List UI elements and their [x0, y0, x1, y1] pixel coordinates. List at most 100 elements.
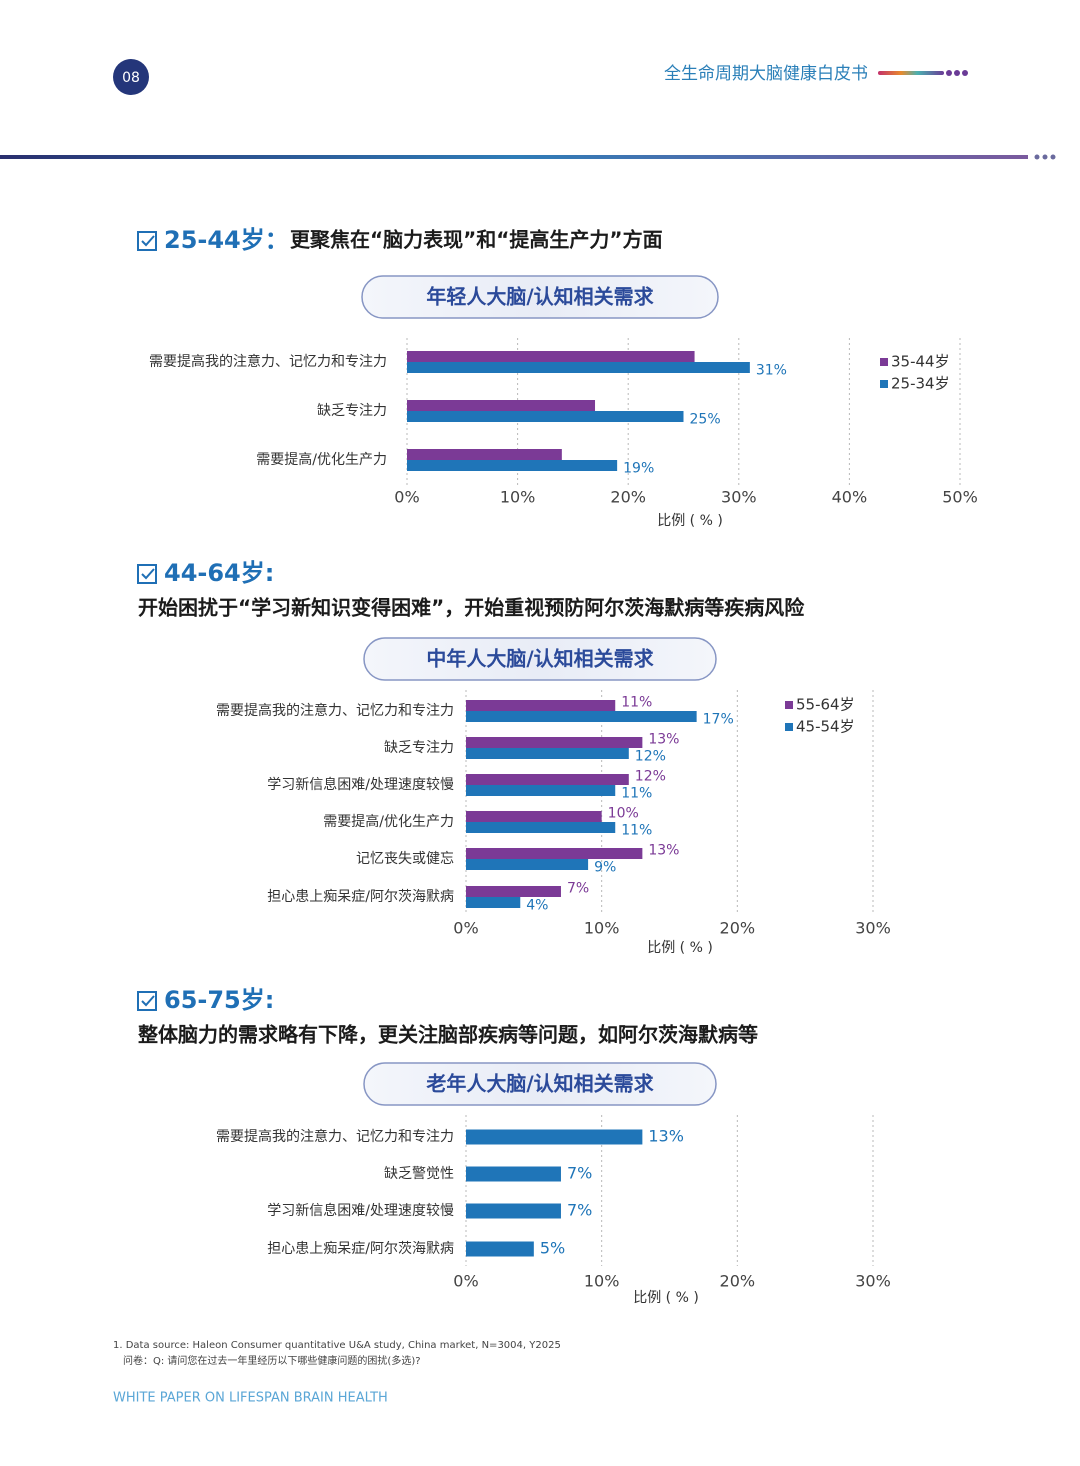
value-label: 12%: [635, 749, 666, 765]
bar: [466, 848, 643, 859]
value-label: 31%: [756, 363, 787, 379]
category-label: 记忆丧失或健忘: [356, 851, 454, 867]
chart-title: 年轻人大脑/认知相关需求: [426, 285, 654, 309]
bar: [466, 897, 521, 908]
footnote: 问卷：Q: 请问您在过去一年里经历以下哪些健康问题的困扰(多选)?: [123, 1354, 421, 1367]
value-label: 4%: [526, 898, 548, 914]
x-tick-label: 0%: [453, 919, 478, 938]
legend-swatch: [880, 380, 888, 388]
bar: [466, 785, 616, 796]
x-axis-label: 比例 ( % ): [633, 1290, 699, 1306]
bar: [466, 822, 616, 833]
bar: [466, 774, 629, 785]
bar: [466, 748, 629, 759]
legend-label: 55-64岁: [796, 696, 855, 714]
category-label: 缺乏警觉性: [384, 1166, 454, 1182]
category-label: 担心患上痴呆症/阿尔茨海默病: [267, 889, 454, 905]
section-age: 25-44岁：: [164, 226, 289, 254]
legend-swatch: [785, 701, 793, 709]
category-label: 需要提高/优化生产力: [256, 451, 387, 468]
value-label: 10%: [608, 806, 639, 822]
category-label: 担心患上痴呆症/阿尔茨海默病: [267, 1241, 454, 1257]
value-label: 13%: [648, 1127, 684, 1146]
bar: [407, 400, 596, 411]
x-tick-label: 10%: [500, 488, 536, 507]
value-label: 7%: [567, 1164, 592, 1183]
section-age: 44-64岁:: [164, 559, 274, 587]
bar: [466, 859, 589, 870]
category-label: 缺乏专注力: [384, 740, 454, 756]
value-label: 9%: [594, 860, 616, 876]
chart-title: 中年人大脑/认知相关需求: [426, 647, 654, 671]
legend-label: 35-44岁: [891, 353, 950, 371]
x-tick-label: 20%: [720, 919, 756, 938]
footnote: 1. Data source: Haleon Consumer quantita…: [113, 1340, 561, 1351]
category-label: 学习新信息困难/处理速度较慢: [267, 1202, 454, 1219]
bar: [407, 351, 695, 362]
category-label: 学习新信息困难/处理速度较慢: [267, 776, 454, 793]
chart-title-pill: [363, 1062, 717, 1106]
bar: [466, 1203, 561, 1219]
x-tick-label: 0%: [453, 1272, 478, 1291]
x-tick-label: 10%: [584, 1272, 620, 1291]
value-label: 11%: [621, 695, 652, 711]
value-label: 7%: [567, 1201, 592, 1220]
bar: [407, 362, 750, 373]
value-label: 11%: [621, 823, 652, 839]
x-tick-label: 20%: [720, 1272, 756, 1291]
value-label: 19%: [623, 461, 654, 477]
x-axis-label: 比例 ( % ): [657, 513, 723, 529]
footer: WHITE PAPER ON LIFESPAN BRAIN HEALTH: [113, 1391, 388, 1406]
bar: [466, 886, 561, 897]
value-label: 25%: [690, 412, 721, 428]
bar: [407, 449, 562, 460]
legend-swatch: [785, 723, 793, 731]
legend-label: 25-34岁: [891, 375, 950, 393]
check-icon: [137, 231, 157, 1011]
chart-title-pill: [361, 275, 719, 319]
bar: [407, 411, 684, 422]
bar: [466, 1241, 534, 1257]
page-badge: [113, 59, 149, 95]
bar: [407, 460, 618, 471]
x-axis-label: 比例 ( % ): [647, 940, 713, 956]
header-accent: [878, 71, 944, 75]
value-label: 12%: [635, 769, 666, 785]
chart-title-pill: [363, 637, 717, 681]
section-heading: 更聚焦在“脑力表现”和“提高生产力”方面: [290, 228, 663, 252]
header-dots: [946, 70, 968, 76]
chart-title: 老年人大脑/认知相关需求: [426, 1072, 654, 1096]
page-number: 08: [122, 70, 140, 86]
x-tick-label: 0%: [394, 488, 419, 507]
section-subtitle: 整体脑力的需求略有下降，更关注脑部疾病等问题，如阿尔茨海默病等: [137, 1023, 758, 1047]
x-tick-label: 40%: [832, 488, 868, 507]
x-tick-label: 30%: [855, 919, 891, 938]
x-tick-label: 30%: [721, 488, 757, 507]
x-tick-label: 30%: [855, 1272, 891, 1291]
section-age: 65-75岁:: [164, 986, 274, 1014]
value-label: 7%: [567, 881, 589, 897]
bar: [466, 1129, 643, 1145]
category-label: 需要提高/优化生产力: [323, 813, 454, 830]
bar: [466, 1166, 561, 1182]
header-rule: [0, 155, 1028, 159]
rule-dots: [1034, 154, 1056, 160]
legend-label: 45-54岁: [796, 718, 855, 736]
value-label: 17%: [703, 712, 734, 728]
bar: [466, 811, 602, 822]
category-label: 需要提高我的注意力、记忆力和专注力: [216, 702, 454, 719]
header-title: 全生命周期大脑健康白皮书: [664, 64, 868, 84]
category-label: 缺乏专注力: [317, 403, 387, 419]
bar: [466, 711, 697, 722]
bar: [466, 700, 616, 711]
value-label: 13%: [648, 732, 679, 748]
value-label: 13%: [648, 843, 679, 859]
category-label: 需要提高我的注意力、记忆力和专注力: [149, 353, 387, 370]
x-tick-label: 50%: [942, 488, 978, 507]
x-tick-label: 20%: [610, 488, 646, 507]
x-tick-label: 10%: [584, 919, 620, 938]
section-subtitle: 开始困扰于“学习新知识变得困难”，开始重视预防阿尔茨海默病等疾病风险: [138, 596, 805, 620]
value-label: 5%: [540, 1239, 565, 1258]
